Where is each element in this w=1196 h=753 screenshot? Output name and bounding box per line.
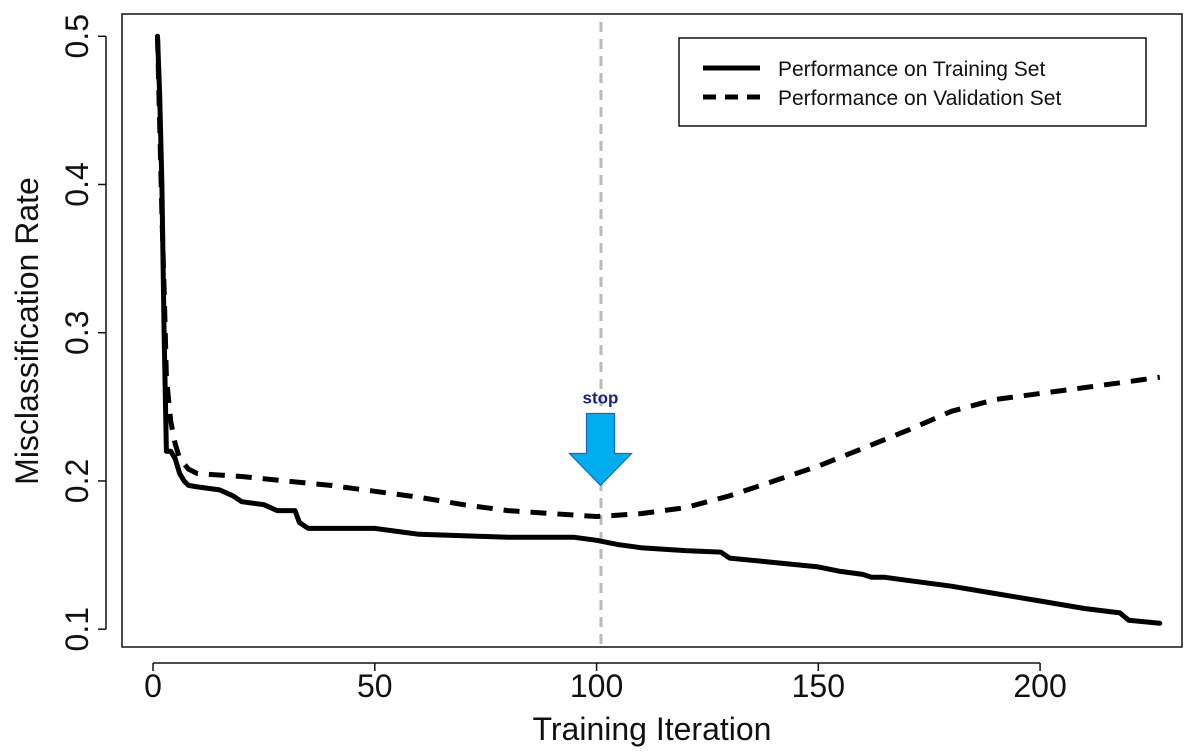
x-tick-label: 200 bbox=[1013, 668, 1066, 704]
plot-frame bbox=[121, 13, 1183, 648]
y-tick-label: 0.2 bbox=[59, 459, 95, 503]
y-tick-label: 0.5 bbox=[59, 14, 95, 58]
legend-box bbox=[678, 37, 1147, 127]
y-axis-title: Misclassification Rate bbox=[9, 177, 45, 485]
x-tick-label: 150 bbox=[792, 668, 845, 704]
training-series-line bbox=[155, 33, 1163, 626]
y-tick-label: 0.4 bbox=[59, 162, 95, 206]
y-tick-label: 0.3 bbox=[59, 310, 95, 354]
x-axis-title: Training Iteration bbox=[533, 711, 772, 747]
validation-series-line bbox=[155, 36, 1161, 519]
legend-validation-label: Performance on Validation Set bbox=[778, 87, 1061, 110]
x-tick-label: 100 bbox=[570, 668, 623, 704]
legend-training-label: Performance on Training Set bbox=[778, 58, 1045, 81]
x-tick-label: 0 bbox=[144, 668, 162, 704]
stop-arrow bbox=[568, 412, 633, 487]
legend: Performance on Training Set Performance … bbox=[678, 37, 1147, 127]
y-tick-label: 0.1 bbox=[59, 607, 95, 651]
stop-label: stop bbox=[583, 388, 619, 407]
x-tick-label: 50 bbox=[357, 668, 393, 704]
